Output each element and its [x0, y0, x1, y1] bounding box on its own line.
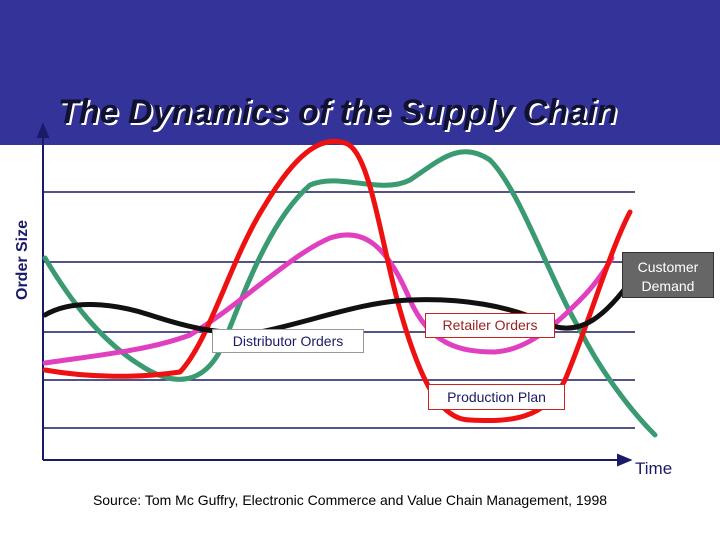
title: The Dynamics of the Supply Chain — [58, 93, 617, 131]
source: Source: Tom Mc Guffry, Electronic Commer… — [93, 492, 607, 508]
x-axis-label: Time — [635, 459, 672, 478]
header-band — [0, 0, 720, 145]
distributor-orders-label: Distributor Orders — [212, 329, 364, 353]
y-axis-label: Order Size — [14, 220, 31, 300]
axes — [36, 122, 633, 467]
title-shadow: The Dynamics of the Supply Chain — [60, 95, 619, 133]
retailer-orders-label: Retailer Orders — [425, 313, 555, 338]
customer-demand-label: Customer Demand — [622, 252, 714, 298]
production-curve — [42, 138, 633, 423]
production-plan-label: Production Plan — [428, 384, 565, 410]
